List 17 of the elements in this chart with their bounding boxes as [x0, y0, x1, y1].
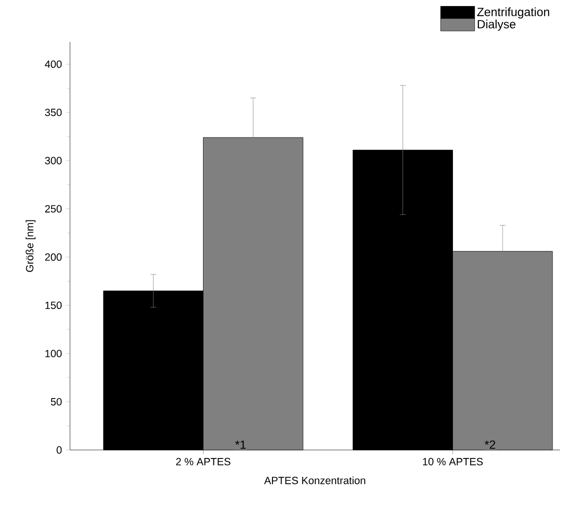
legend-label: Zentrifugation: [477, 7, 550, 19]
annotation: *1: [235, 440, 246, 449]
x-tick-label: 2 % APTES: [176, 458, 230, 466]
y-tick-label: 250: [45, 205, 62, 213]
y-tick-label: 300: [45, 156, 62, 164]
annotation: *2: [484, 440, 496, 449]
y-tick-label: 350: [45, 108, 62, 116]
y-tick-label: 200: [45, 253, 62, 261]
y-tick-label: 400: [44, 60, 62, 68]
y-tick-label: 0: [56, 446, 62, 454]
y-tick-label: 100: [45, 350, 62, 358]
x-axis-title: APTES Konzentration: [264, 476, 366, 484]
y-tick-label: 50: [50, 398, 62, 406]
y-axis-title: Größe [nm]: [26, 220, 36, 272]
legend-label: Dialyse: [478, 20, 516, 31]
x-tick-label: 10 % APTES: [423, 458, 483, 466]
y-tick-label: 150: [45, 302, 62, 310]
